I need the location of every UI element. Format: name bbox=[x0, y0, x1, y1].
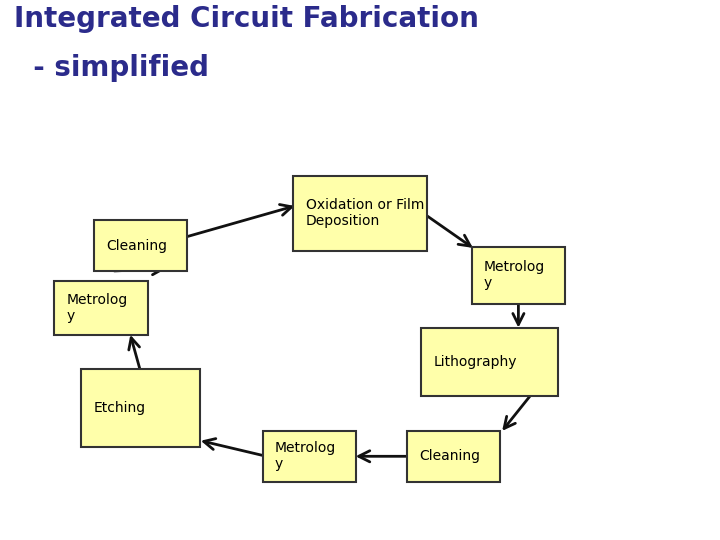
FancyBboxPatch shape bbox=[472, 247, 565, 303]
Text: Metrolog
y: Metrolog y bbox=[275, 441, 336, 471]
FancyBboxPatch shape bbox=[263, 431, 356, 482]
Text: - simplified: - simplified bbox=[14, 54, 210, 82]
Text: Lithography: Lithography bbox=[433, 355, 517, 369]
FancyBboxPatch shape bbox=[421, 328, 558, 395]
FancyBboxPatch shape bbox=[94, 220, 187, 271]
Text: Cleaning: Cleaning bbox=[106, 239, 167, 253]
Text: Cleaning: Cleaning bbox=[419, 449, 480, 463]
FancyBboxPatch shape bbox=[294, 176, 426, 251]
Text: Etching: Etching bbox=[94, 401, 145, 415]
FancyBboxPatch shape bbox=[81, 368, 200, 447]
Text: Metrolog
y: Metrolog y bbox=[66, 293, 127, 323]
Text: Integrated Circuit Fabrication: Integrated Circuit Fabrication bbox=[14, 5, 480, 33]
Text: Oxidation or Film
Deposition: Oxidation or Film Deposition bbox=[305, 198, 424, 228]
Text: Metrolog
y: Metrolog y bbox=[484, 260, 545, 291]
FancyBboxPatch shape bbox=[407, 431, 500, 482]
FancyBboxPatch shape bbox=[54, 281, 148, 335]
